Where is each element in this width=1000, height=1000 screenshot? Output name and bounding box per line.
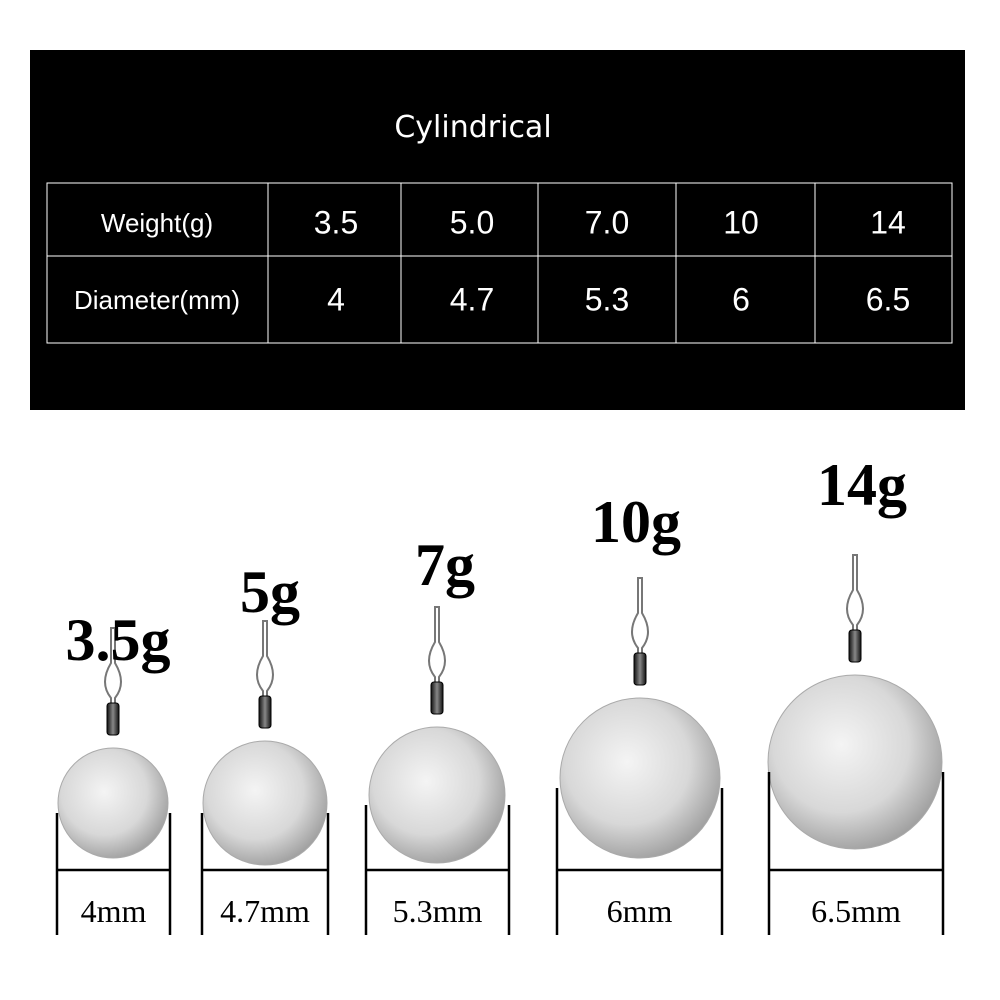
weight-label: 7g [415, 532, 475, 598]
weight-label: 5g [240, 559, 300, 625]
lead-ball [202, 740, 328, 866]
table-grid [46, 182, 953, 344]
table-cell: 5.3 [585, 281, 629, 317]
barrel [106, 702, 120, 736]
table-cell: 6 [732, 281, 750, 317]
wire [256, 620, 274, 721]
barrel [430, 681, 444, 715]
weight-label: 10g [591, 489, 681, 555]
lead-ball [767, 674, 943, 850]
sinker: 7g 5.3mm [364, 532, 511, 935]
weight-label: 3.5g [66, 607, 171, 673]
lead-ball [57, 747, 169, 859]
wire [631, 577, 649, 678]
barrel [633, 652, 647, 686]
barrel [258, 695, 272, 729]
diameter-label: 5.3mm [393, 893, 483, 929]
wire [104, 627, 122, 728]
barrel [848, 629, 862, 663]
lead-ball [368, 726, 506, 864]
sinker: 5g 4.7mm [200, 559, 330, 935]
sinker: 14g 6.5mm [767, 452, 945, 935]
sinker: 3.5g 4mm [55, 607, 172, 935]
table-cell: 6.5 [866, 281, 910, 317]
table-cell: 5.0 [450, 204, 494, 240]
table-title: Cylindrical [394, 110, 551, 145]
table-cell: 7.0 [585, 204, 629, 240]
diameter-label: 4mm [81, 893, 147, 929]
weight-label: 14g [817, 452, 907, 518]
lead-ball [559, 697, 721, 859]
table-cell: 4 [327, 281, 345, 317]
table-cell: 3.5 [314, 204, 358, 240]
table-cell: 4.7 [450, 281, 494, 317]
wire [428, 606, 446, 707]
wire [846, 554, 864, 655]
diameter-label: 4.7mm [220, 893, 310, 929]
row-header: Diameter(mm) [74, 285, 240, 315]
table-cell: 14 [870, 204, 906, 240]
table-panel [30, 50, 965, 410]
diameter-label: 6.5mm [811, 893, 901, 929]
table-cell: 10 [723, 204, 759, 240]
diameter-label: 6mm [607, 893, 673, 929]
sinker: 10g 6mm [555, 489, 724, 935]
row-header: Weight(g) [101, 208, 213, 238]
